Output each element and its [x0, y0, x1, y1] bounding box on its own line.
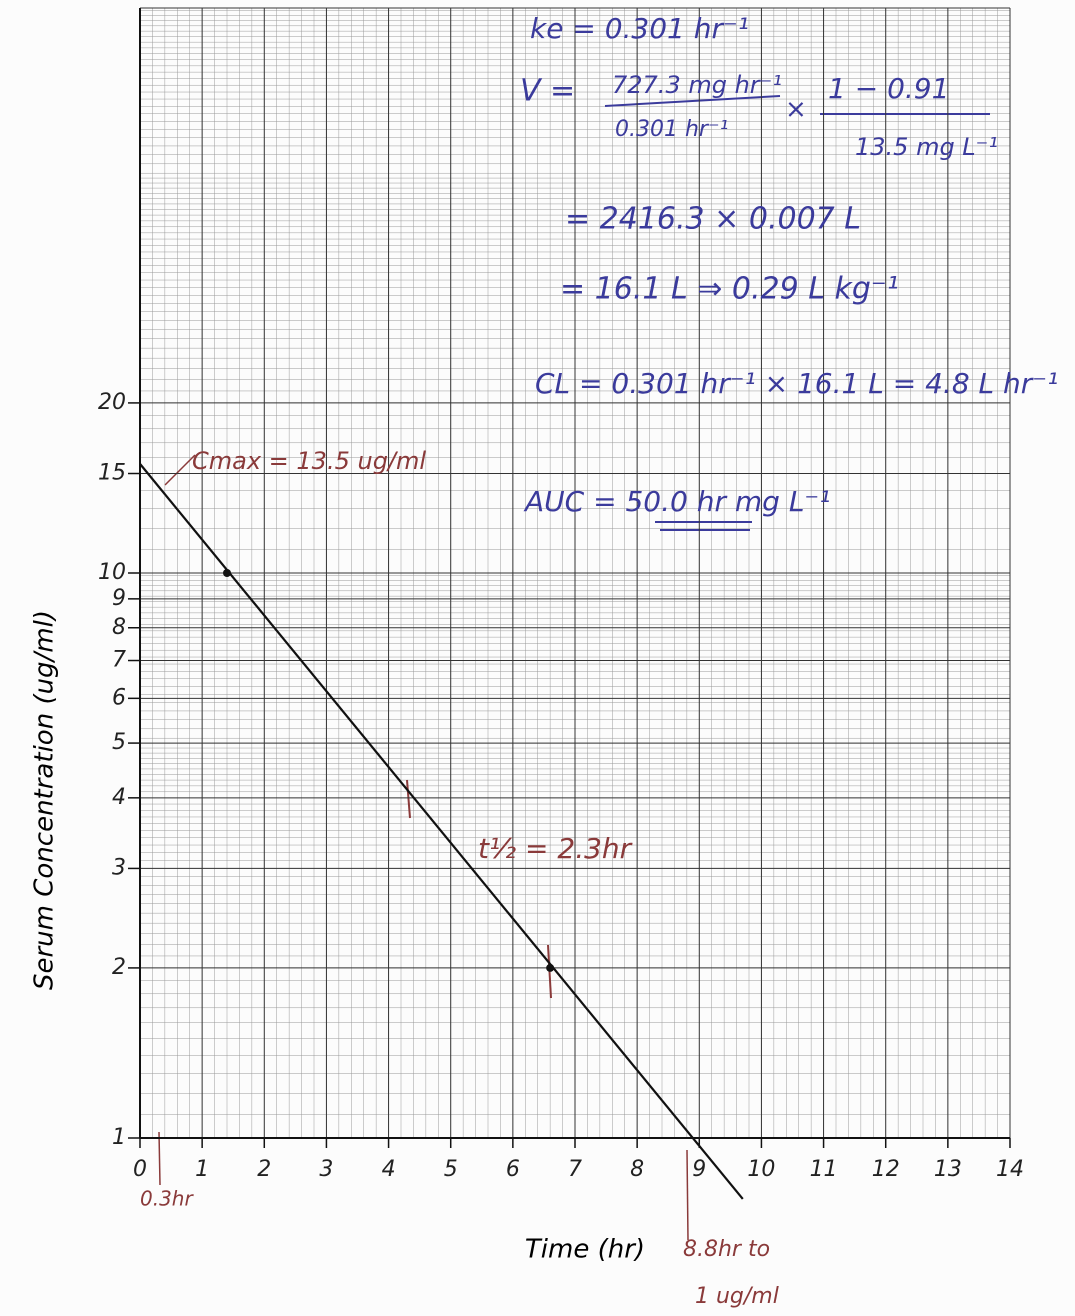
y-tick-label: 20 [98, 390, 126, 415]
annotation: 1 ug/ml [695, 1284, 779, 1309]
annotation: 727.3 mg hr⁻¹ [612, 71, 782, 99]
data-point [223, 569, 231, 577]
x-tick-label: 0 [133, 1157, 147, 1182]
y-tick-label: 8 [112, 615, 126, 640]
annotation: 13.5 mg L⁻¹ [855, 133, 998, 161]
annotation: 8.8hr to [683, 1237, 770, 1262]
y-tick-label: 5 [112, 730, 126, 755]
marker-tick [158, 1131, 161, 1186]
y-tick-label: 1 [112, 1125, 126, 1150]
marker-tick [686, 1149, 689, 1241]
annotation: Cmax = 13.5 ug/ml [192, 447, 426, 475]
x-tick-label: 13 [934, 1157, 962, 1182]
annotation: × [785, 95, 807, 125]
annotation: CL = 0.301 hr⁻¹ × 16.1 L = 4.8 L hr⁻¹ [535, 367, 1058, 400]
annotation: = 2416.3 × 0.007 L [565, 202, 861, 237]
x-tick-label: 3 [319, 1157, 333, 1182]
x-tick-label: 14 [996, 1157, 1024, 1182]
annotation: ke = 0.301 hr⁻¹ [530, 12, 749, 45]
fit-line [139, 463, 744, 1200]
y-tick-label: 7 [112, 648, 126, 673]
x-tick-label: 4 [382, 1157, 396, 1182]
leader-line [164, 454, 196, 486]
x-tick-label: 9 [692, 1157, 706, 1182]
marker-tick [406, 779, 411, 819]
x-tick-label: 10 [747, 1157, 775, 1182]
annotation: t½ = 2.3hr [478, 832, 633, 865]
x-tick-label: 12 [872, 1157, 900, 1182]
x-tick-label: 1 [195, 1157, 209, 1182]
x-tick-label: 6 [506, 1157, 520, 1182]
annotation: 1 − 0.91 [828, 72, 949, 105]
y-tick-label: 2 [112, 955, 126, 980]
y-tick-label: 3 [112, 855, 126, 880]
fraction-bar [604, 95, 781, 107]
x-tick-label: 11 [810, 1157, 838, 1182]
x-axis-label: Time (hr) [525, 1235, 645, 1265]
y-tick-label: 6 [112, 685, 126, 710]
y-tick-label: 10 [98, 560, 126, 585]
x-tick-label: 7 [568, 1157, 582, 1182]
y-tick-label: 15 [98, 461, 126, 486]
y-axis-label: Serum Concentration (ug/ml) [30, 610, 60, 990]
y-tick-label: 4 [112, 785, 126, 810]
annotation: AUC = 50.0 hr mg L⁻¹ [523, 485, 830, 518]
y-tick-label: 9 [112, 586, 126, 611]
annotation: V = [520, 74, 575, 109]
x-tick-label: 5 [444, 1157, 458, 1182]
annotation: 0.301 hr⁻¹ [615, 117, 728, 142]
annotation: 0.3hr [140, 1187, 194, 1211]
x-tick-label: 8 [630, 1157, 644, 1182]
annotation: = 16.1 L ⇒ 0.29 L kg⁻¹ [560, 272, 899, 307]
x-tick-label: 2 [257, 1157, 271, 1182]
data-point [546, 963, 555, 972]
